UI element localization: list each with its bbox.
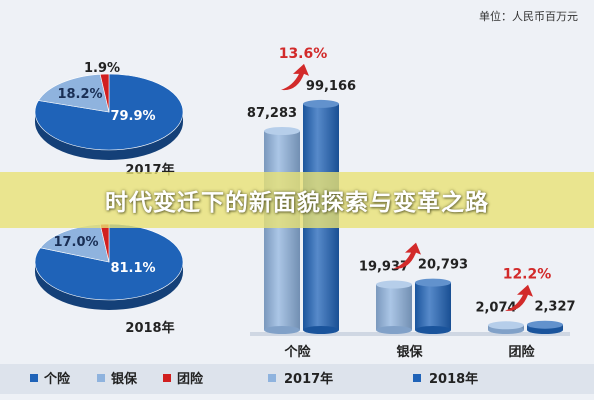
pie-slice-银保 <box>37 73 110 113</box>
legend-label-2017年: 2017年 <box>284 371 333 387</box>
bar-银保-2018年 <box>415 282 451 330</box>
legend: 个险 银保 团险 2017年 2018年 <box>0 364 594 394</box>
pie-1: 81.1% 17.0% 2018年 <box>34 223 184 336</box>
pie-label-银保: 18.2% <box>57 87 102 102</box>
bar-top-团险-2018年 <box>527 320 563 329</box>
legend-label-个险: 个险 <box>43 371 71 387</box>
bar-base-个险-2018年 <box>303 326 339 334</box>
pie-label-团险: 1.9% <box>84 61 120 76</box>
bar-value-label-团险-2017年: 2,074 <box>475 300 516 315</box>
bar-base-银保-2017年 <box>376 326 412 334</box>
bar-top-个险-2018年 <box>303 99 339 108</box>
bar-top-银保-2018年 <box>415 278 451 287</box>
legend-swatch-银保 <box>97 374 105 382</box>
legend-swatch-2018年 <box>413 374 421 382</box>
bar-base-银保-2018年 <box>415 326 451 334</box>
legend-label-团险: 团险 <box>177 371 204 387</box>
legend-label-2018年: 2018年 <box>429 371 478 387</box>
unit-label: 单位：人民币百万元 <box>479 9 578 23</box>
bar-value-label-团险-2018年: 2,327 <box>534 300 575 315</box>
bar-value-label-个险-2018年: 99,166 <box>306 79 356 94</box>
growth-arrow-个险 <box>281 63 309 91</box>
pie-title: 2018年 <box>125 320 174 336</box>
bar-value-label-银保-2018年: 20,793 <box>418 258 468 273</box>
pie-side <box>35 112 183 160</box>
growth-arrow-团险 <box>505 284 533 311</box>
bar-value-label-个险-2017年: 87,283 <box>247 106 297 121</box>
bar-top-个险-2017年 <box>264 126 300 135</box>
bar-category-label-团险: 团险 <box>508 344 535 360</box>
legend-label-银保: 银保 <box>111 371 138 387</box>
bar-top-团险-2017年 <box>488 321 524 330</box>
bar-base-个险-2017年 <box>264 326 300 334</box>
growth-arrow-银保 <box>393 242 421 269</box>
pie-0: 79.9%18.2%1.9%2017年 <box>34 61 184 178</box>
pie-label-个险: 81.1% <box>110 261 155 276</box>
bar-银保-2017年 <box>376 284 412 330</box>
bar-个险-2017年 <box>264 130 300 330</box>
pie-label-个险: 79.9% <box>110 109 155 124</box>
pie-slice-个险 <box>34 223 184 301</box>
growth-label-团险: 12.2% <box>503 267 552 283</box>
legend-swatch-个险 <box>30 374 38 382</box>
title-banner: 时代变迁下的新面貌探索与变革之路 <box>0 172 594 228</box>
growth-label-个险: 13.6% <box>279 46 328 62</box>
bar-category-label-个险: 个险 <box>283 344 311 360</box>
pie-label-银保: 17.0% <box>53 235 98 250</box>
bar-chart: 87,283 99,166 个险 13.6% 19,937 20,793 银保 2,074 2,… <box>247 46 576 360</box>
bar-category-label-银保: 银保 <box>396 344 423 360</box>
pie-slice-团险 <box>99 73 110 113</box>
legend-swatch-2017年 <box>268 374 276 382</box>
bar-axis-floor <box>250 332 570 336</box>
legend-swatch-团险 <box>163 374 171 382</box>
bar-value-label-银保-2017年: 19,937 <box>359 260 409 275</box>
pie-side <box>35 262 183 310</box>
bar-top-银保-2017年 <box>376 280 412 289</box>
pie-slice-个险 <box>34 73 184 151</box>
banner-title: 时代变迁下的新面貌探索与变革之路 <box>105 190 489 216</box>
